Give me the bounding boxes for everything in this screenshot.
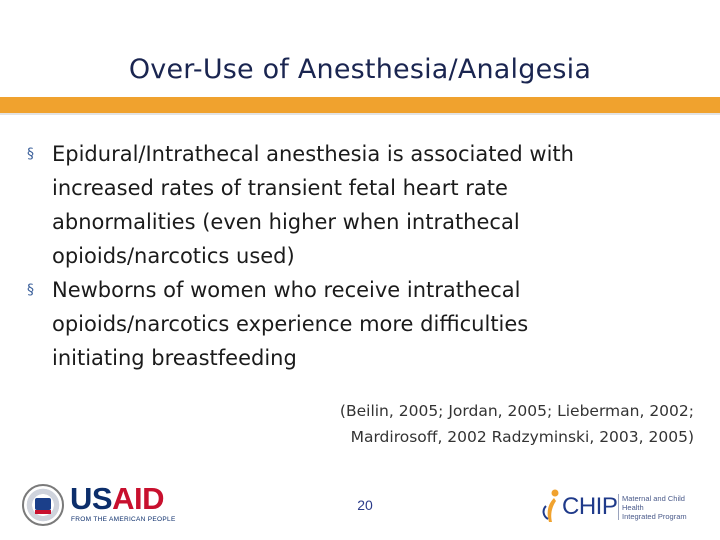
citation-line: (Beilin, 2005; Jordan, 2005; Lieberman, … bbox=[339, 402, 694, 420]
title-accent-bar bbox=[0, 97, 720, 113]
bullet-item: § Newborns of women who receive intrathe… bbox=[27, 273, 697, 375]
slide-title: Over-Use of Anesthesia/Analgesia bbox=[128, 54, 592, 85]
chip-wordmark: CHIP bbox=[562, 493, 618, 520]
bullet-line: increased rates of transient fetal heart… bbox=[52, 176, 508, 200]
usaid-wordmark: USAID bbox=[70, 482, 164, 516]
usaid-tagline: FROM THE AMERICAN PEOPLE bbox=[71, 516, 176, 523]
page-number: 20 bbox=[357, 497, 373, 513]
citation: (Beilin, 2005; Jordan, 2005; Lieberman, … bbox=[264, 398, 694, 450]
usaid-logo: USAID FROM THE AMERICAN PEOPLE bbox=[22, 482, 175, 528]
chip-tagline: Maternal and Child Health Integrated Pro… bbox=[622, 494, 702, 521]
usaid-wordmark-us: US bbox=[70, 481, 113, 516]
chip-figure-icon bbox=[542, 489, 559, 522]
bullet-marker-icon: § bbox=[27, 146, 34, 162]
bullet-line: Epidural/Intrathecal anesthesia is assoc… bbox=[52, 142, 574, 166]
title-accent-divider bbox=[0, 113, 720, 115]
usaid-wordmark-aid: AID bbox=[112, 481, 164, 516]
bullet-list: § Epidural/Intrathecal anesthesia is ass… bbox=[27, 137, 697, 375]
chip-divider bbox=[618, 494, 619, 520]
bullet-line: abnormalities (even higher when intrathe… bbox=[52, 210, 520, 234]
bullet-item: § Epidural/Intrathecal anesthesia is ass… bbox=[27, 137, 697, 273]
bullet-line: opioids/narcotics experience more diffic… bbox=[52, 312, 529, 336]
bullet-line: Newborns of women who receive intratheca… bbox=[52, 278, 521, 302]
citation-line: Mardirosoff, 2002 Radzyminski, 2003, 200… bbox=[350, 428, 694, 446]
chip-tagline-line: Maternal and Child Health bbox=[622, 494, 685, 512]
chip-logo: CHIP Maternal and Child Health Integrate… bbox=[540, 488, 700, 528]
bullet-line: initiating breastfeeding bbox=[52, 346, 297, 370]
bullet-line: opioids/narcotics used) bbox=[52, 244, 295, 268]
chip-tagline-line: Integrated Program bbox=[622, 512, 687, 521]
usaid-seal-icon bbox=[22, 484, 64, 526]
bullet-marker-icon: § bbox=[27, 282, 34, 298]
